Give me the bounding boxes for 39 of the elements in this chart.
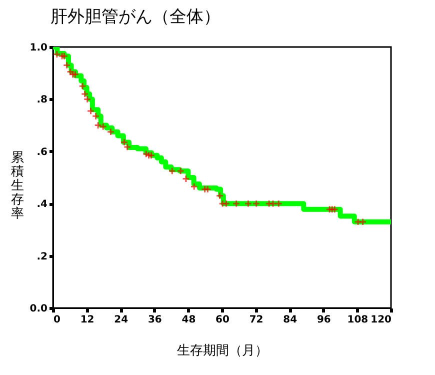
point — [106, 128, 115, 136]
x-tick-label: 84 — [283, 314, 298, 326]
x-tick-label: 12 — [80, 314, 94, 326]
point — [168, 167, 176, 175]
point — [204, 185, 212, 194]
x-tick-label: 36 — [148, 314, 162, 326]
x-tick-label: 48 — [182, 314, 196, 326]
point — [354, 218, 362, 226]
y-tick-label: .4 — [36, 199, 48, 210]
y-tick-label: 0.0 — [30, 304, 48, 314]
point — [216, 192, 224, 200]
point — [330, 205, 339, 214]
point — [244, 200, 252, 208]
point — [265, 200, 273, 208]
point — [190, 182, 198, 191]
point — [274, 200, 283, 208]
x-tick-label: 108 — [347, 314, 368, 326]
y-tick-label: 1.0 — [30, 42, 48, 54]
y-tick-label: .2 — [36, 251, 48, 262]
point — [218, 200, 226, 208]
point — [222, 200, 230, 208]
point — [182, 174, 190, 183]
chart-title: 肝外胆管がん（全体） — [50, 7, 220, 27]
y-tick-label: .6 — [36, 146, 48, 158]
point — [232, 200, 240, 208]
point — [252, 200, 260, 208]
y-axis-title: 累積生存率 — [11, 150, 24, 222]
x-tick-label: 24 — [114, 314, 128, 326]
point — [78, 82, 86, 90]
point — [269, 200, 277, 208]
x-tick-label: 60 — [216, 314, 230, 326]
x-tick-label: 120 — [370, 314, 392, 326]
point — [358, 218, 367, 226]
x-tick-label: 0 — [54, 314, 60, 326]
point — [176, 167, 185, 175]
x-tick-label: 96 — [316, 314, 331, 326]
y-tick-label: .8 — [36, 94, 48, 106]
x-axis-title: 生存期間（月） — [177, 344, 268, 358]
x-tick-label: 72 — [249, 314, 264, 326]
